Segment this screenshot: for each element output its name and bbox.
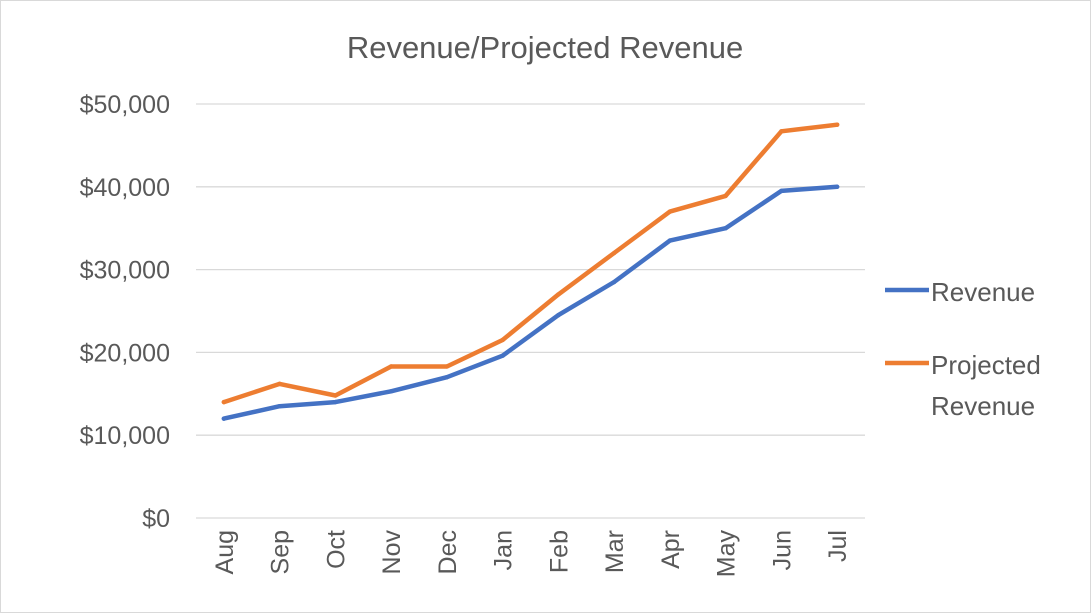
data-point — [277, 404, 282, 409]
x-tick-label: Nov — [378, 530, 406, 575]
y-axis-ticks: $0 $10,000 $20,000 $30,000 $40,000 $50,000 — [80, 91, 170, 533]
data-point — [834, 122, 840, 127]
x-axis-ticks: Aug Sep Oct Nov Dec Jan Feb Mar Apr May Jun Jul — [211, 530, 852, 578]
series-line-revenue — [221, 184, 840, 421]
data-point — [667, 209, 673, 214]
data-point — [611, 279, 617, 285]
legend-label: Projected Revenue — [931, 350, 1041, 421]
data-point — [277, 381, 282, 387]
x-tick-label: Dec — [434, 530, 462, 574]
data-point — [333, 399, 338, 405]
x-tick-label: Oct — [322, 530, 350, 569]
x-tick-label: Sep — [267, 530, 295, 574]
data-point — [500, 353, 505, 358]
y-tick-label: $40,000 — [80, 174, 170, 202]
data-point — [723, 193, 728, 199]
data-point — [667, 238, 673, 243]
x-tick-label: Mar — [601, 530, 629, 573]
y-tick-label: $0 — [142, 505, 170, 533]
x-tick-label: Jul — [824, 530, 852, 562]
data-point — [834, 184, 840, 189]
data-point — [444, 375, 450, 380]
y-tick-label: $10,000 — [80, 422, 170, 450]
data-point — [723, 226, 728, 231]
x-tick-label: Jun — [768, 530, 796, 570]
y-tick-label: $50,000 — [80, 91, 170, 119]
data-point — [388, 364, 394, 369]
data-point — [444, 364, 450, 369]
x-tick-label: May — [713, 530, 741, 578]
data-point — [221, 416, 227, 421]
x-tick-label: Aug — [211, 530, 239, 574]
data-point — [779, 129, 784, 134]
data-point — [221, 399, 227, 405]
data-point — [556, 312, 561, 318]
gridlines — [196, 103, 865, 519]
data-point — [556, 292, 561, 297]
data-point — [779, 188, 784, 194]
y-tick-label: $20,000 — [80, 339, 170, 367]
data-point — [500, 337, 505, 343]
data-point — [388, 389, 394, 394]
x-tick-label: Apr — [657, 530, 685, 569]
data-point — [333, 393, 338, 398]
x-tick-label: Feb — [545, 530, 573, 573]
legend: Revenue Projected Revenue — [885, 277, 1041, 421]
series-line-projected-revenue — [221, 122, 840, 405]
legend-label: Revenue — [931, 277, 1035, 307]
series-lines — [221, 122, 840, 421]
y-tick-label: $30,000 — [80, 257, 170, 285]
data-point — [611, 250, 617, 256]
chart-title: Revenue/Projected Revenue — [347, 30, 743, 65]
x-tick-label: Jan — [490, 530, 518, 570]
